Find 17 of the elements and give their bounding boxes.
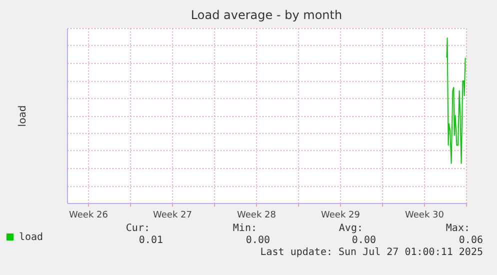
- x-tick-label: Week 30: [405, 210, 444, 220]
- text: 0.00: [352, 235, 376, 246]
- text: 0.06: [458, 235, 483, 246]
- text: Avg:: [338, 223, 363, 234]
- text: Last update: Sun Jul 27 01:00:11 2025: [260, 247, 483, 258]
- y-axis-title: load: [18, 105, 28, 127]
- x-tick-label: Week 26: [69, 210, 108, 220]
- x-tick-label: Week 29: [321, 210, 360, 220]
- text: Min:: [232, 223, 257, 234]
- x-tick-label: Week 28: [237, 210, 276, 220]
- x-tick-label: Week 27: [153, 210, 192, 220]
- text: 0.00: [246, 235, 270, 246]
- text: Cur:: [126, 223, 150, 234]
- text: Max:: [446, 223, 470, 234]
- legend-label: load: [19, 232, 44, 243]
- text: 0.01: [138, 235, 163, 246]
- chart-title: Load average - by month: [190, 8, 342, 22]
